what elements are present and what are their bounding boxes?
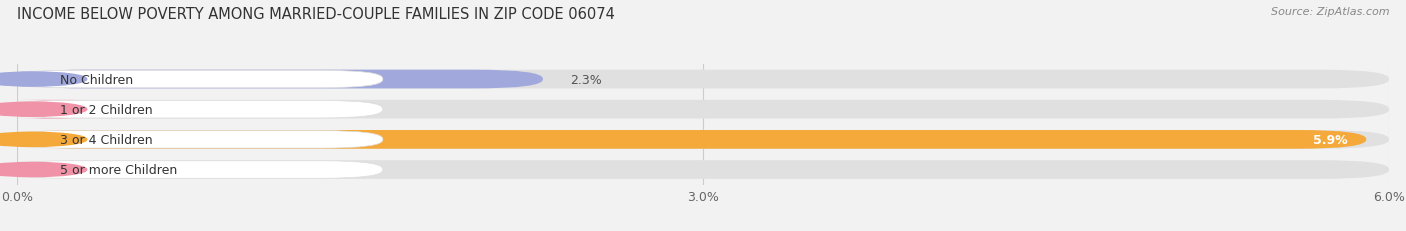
FancyBboxPatch shape — [6, 71, 382, 88]
Text: 1 or 2 Children: 1 or 2 Children — [60, 103, 153, 116]
Text: 0.24%: 0.24% — [100, 103, 139, 116]
Text: 5 or more Children: 5 or more Children — [60, 163, 177, 176]
FancyBboxPatch shape — [6, 101, 382, 119]
Text: INCOME BELOW POVERTY AMONG MARRIED-COUPLE FAMILIES IN ZIP CODE 06074: INCOME BELOW POVERTY AMONG MARRIED-COUPL… — [17, 7, 614, 22]
FancyBboxPatch shape — [17, 100, 1389, 119]
Circle shape — [0, 133, 87, 147]
Text: 5.9%: 5.9% — [1313, 133, 1348, 146]
Text: No Children: No Children — [60, 73, 134, 86]
FancyBboxPatch shape — [17, 131, 1389, 149]
FancyBboxPatch shape — [17, 131, 1367, 149]
FancyBboxPatch shape — [6, 161, 382, 179]
Text: 3 or 4 Children: 3 or 4 Children — [60, 133, 153, 146]
FancyBboxPatch shape — [17, 161, 1389, 179]
Text: Source: ZipAtlas.com: Source: ZipAtlas.com — [1271, 7, 1389, 17]
FancyBboxPatch shape — [17, 70, 543, 89]
Circle shape — [0, 163, 87, 177]
Circle shape — [0, 103, 87, 117]
Text: 0.0%: 0.0% — [45, 163, 76, 176]
Circle shape — [0, 73, 87, 87]
FancyBboxPatch shape — [6, 131, 382, 149]
Text: 2.3%: 2.3% — [571, 73, 602, 86]
FancyBboxPatch shape — [17, 70, 1389, 89]
FancyBboxPatch shape — [17, 100, 86, 119]
